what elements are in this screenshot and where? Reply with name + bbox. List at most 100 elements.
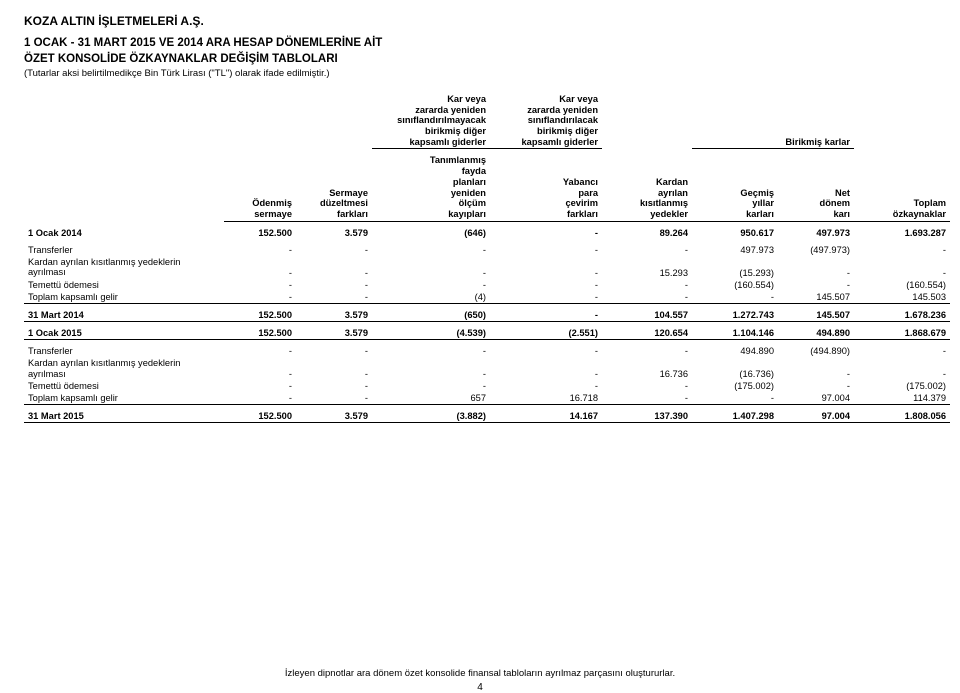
cell: (4) — [372, 291, 490, 304]
cell: - — [778, 357, 854, 380]
th-empty — [224, 93, 296, 149]
row-label: Kardan ayrılan kısıtlanmış yedeklerinayr… — [24, 256, 224, 279]
table-row: 1 Ocak 2015 152.500 3.579 (4.539) (2.551… — [24, 321, 950, 339]
cell: - — [490, 239, 602, 256]
cell: 152.500 — [224, 303, 296, 321]
table-row: 31 Mart 2014 152.500 3.579 (650) - 104.5… — [24, 303, 950, 321]
cell: (2.551) — [490, 321, 602, 339]
cell: 145.507 — [778, 303, 854, 321]
cell: (160.554) — [854, 279, 950, 291]
cell: - — [296, 279, 372, 291]
equity-change-table: Kar veyazararda yenidensınıflandırılmaya… — [24, 93, 950, 423]
th-oci-reclass: Kar veyazararda yenidensınıflandırılacak… — [490, 93, 602, 149]
row-label: Toplam kapsamlı gelir — [24, 392, 224, 405]
th-oci-not-reclass: Kar veyazararda yenidensınıflandırılmaya… — [372, 93, 490, 149]
cell: 89.264 — [602, 221, 692, 239]
cell: - — [602, 279, 692, 291]
row-label: 1 Ocak 2015 — [24, 321, 224, 339]
cell: 1.868.679 — [854, 321, 950, 339]
footer-note: İzleyen dipnotlar ara dönem özet konsoli… — [0, 668, 960, 679]
cell: - — [224, 279, 296, 291]
cell: - — [854, 239, 950, 256]
cell: - — [602, 291, 692, 304]
cell: 152.500 — [224, 321, 296, 339]
cell: - — [372, 256, 490, 279]
cell: (497.973) — [778, 239, 854, 256]
cell: (650) — [372, 303, 490, 321]
company-name: KOZA ALTIN İŞLETMELERİ A.Ş. — [24, 14, 936, 28]
cell: - — [296, 392, 372, 405]
th-total-equity: Toplamözkaynaklar — [854, 149, 950, 221]
title-line-2: ÖZET KONSOLİDE ÖZKAYNAKLAR DEĞİŞİM TABLO… — [24, 52, 936, 68]
th-capital-adjustment: Sermayedüzeltmesifarkları — [296, 149, 372, 221]
row-label: Toplam kapsamlı gelir — [24, 291, 224, 304]
cell: 3.579 — [296, 303, 372, 321]
table-row: Toplam kapsamlı gelir - - 657 16.718 - -… — [24, 392, 950, 405]
cell: 3.579 — [296, 221, 372, 239]
cell: 1.407.298 — [692, 405, 778, 423]
cell: 16.718 — [490, 392, 602, 405]
cell: (160.554) — [692, 279, 778, 291]
cell: - — [490, 291, 602, 304]
cell: - — [490, 380, 602, 392]
cell: - — [372, 239, 490, 256]
cell: - — [296, 339, 372, 357]
cell: 152.500 — [224, 221, 296, 239]
cell: 497.973 — [692, 239, 778, 256]
cell: 114.379 — [854, 392, 950, 405]
cell: - — [224, 256, 296, 279]
cell: (646) — [372, 221, 490, 239]
cell: (3.882) — [372, 405, 490, 423]
cell: - — [224, 291, 296, 304]
cell: - — [778, 256, 854, 279]
cell: - — [692, 291, 778, 304]
cell: - — [224, 392, 296, 405]
row-label: 1 Ocak 2014 — [24, 221, 224, 239]
cell: - — [490, 339, 602, 357]
th-net-profit: Netdönemkarı — [778, 149, 854, 221]
cell: - — [372, 279, 490, 291]
th-accumulated-profits: Birikmiş karlar — [692, 93, 854, 149]
row-label: Temettü ödemesi — [24, 380, 224, 392]
currency-note: (Tutarlar aksi belirtilmedikçe Bin Türk … — [24, 68, 936, 79]
cell: - — [490, 279, 602, 291]
row-label: Temettü ödemesi — [24, 279, 224, 291]
th-fx-translation: Yabancıparaçevirimfarkları — [490, 149, 602, 221]
cell: - — [778, 279, 854, 291]
cell: 3.579 — [296, 321, 372, 339]
table-row: Transferler - - - - - 497.973 (497.973) … — [24, 239, 950, 256]
table-row: Transferler - - - - - 494.890 (494.890) … — [24, 339, 950, 357]
cell: - — [854, 256, 950, 279]
th-defined-benefit: Tanımlanmışfaydaplanlarıyenidenölçümkayı… — [372, 149, 490, 221]
cell: 16.736 — [602, 357, 692, 380]
cell: 120.654 — [602, 321, 692, 339]
cell: - — [296, 357, 372, 380]
cell: - — [490, 357, 602, 380]
cell: - — [372, 357, 490, 380]
cell: - — [778, 380, 854, 392]
row-label: Transferler — [24, 239, 224, 256]
th-empty — [24, 149, 224, 221]
cell: 497.973 — [778, 221, 854, 239]
table-row: Temettü ödemesi - - - - - (160.554) - (1… — [24, 279, 950, 291]
cell: - — [296, 380, 372, 392]
row-label: 31 Mart 2015 — [24, 405, 224, 423]
cell: 657 — [372, 392, 490, 405]
cell: 14.167 — [490, 405, 602, 423]
cell: - — [372, 380, 490, 392]
cell: (175.002) — [692, 380, 778, 392]
table-row: 31 Mart 2015 152.500 3.579 (3.882) 14.16… — [24, 405, 950, 423]
cell: (494.890) — [778, 339, 854, 357]
cell: (175.002) — [854, 380, 950, 392]
cell: - — [854, 339, 950, 357]
row-label: 31 Mart 2014 — [24, 303, 224, 321]
cell: - — [602, 339, 692, 357]
cell: - — [490, 303, 602, 321]
row-label: Kardan ayrılan kısıtlanmış yedeklerinayr… — [24, 357, 224, 380]
cell: 3.579 — [296, 405, 372, 423]
page-number: 4 — [0, 682, 960, 693]
cell: 137.390 — [602, 405, 692, 423]
cell: 145.503 — [854, 291, 950, 304]
cell: 1.272.743 — [692, 303, 778, 321]
cell: - — [224, 357, 296, 380]
